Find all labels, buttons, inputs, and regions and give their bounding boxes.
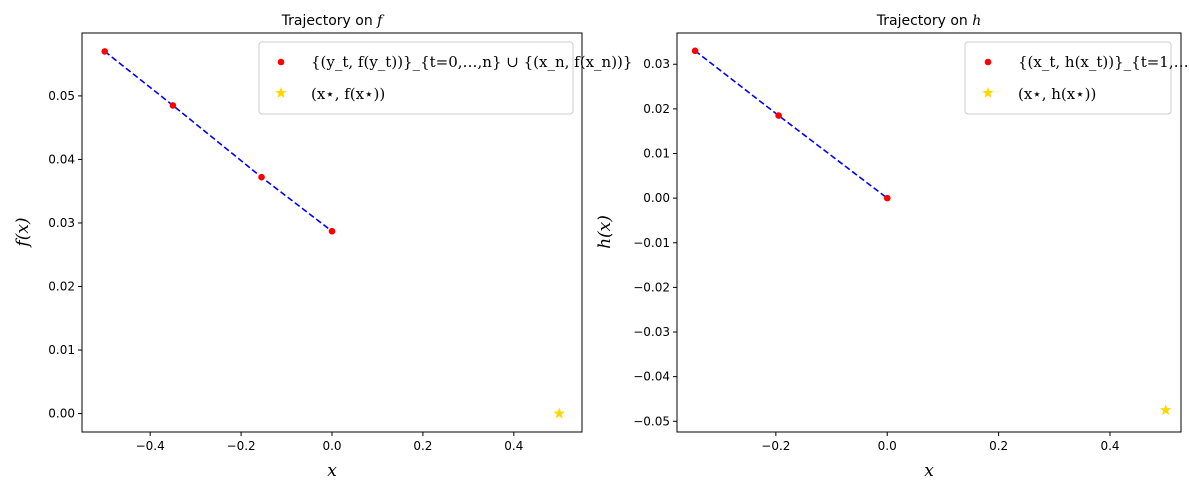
y-tick-label: −0.04	[633, 370, 670, 384]
legend: {(y_t, f(y_t))}_{t=0,…,n} ∪ {(x_n, f(x_n…	[258, 41, 632, 115]
chart-title: Trajectory on h	[876, 13, 982, 29]
y-tick-label: 0.05	[48, 89, 75, 103]
y-tick-label: 0.02	[643, 102, 670, 116]
optimum-star	[553, 407, 565, 419]
chart-panel-h: Trajectory on h −0.2 0.0 0.2 0.4 0.03 0.02 0.0…	[595, 13, 1189, 481]
legend-optimum-star-icon	[275, 87, 287, 98]
y-tick-label: 0.00	[48, 407, 75, 421]
chart-title: Trajectory on f	[281, 13, 385, 29]
y-tick-label: −0.02	[633, 280, 670, 294]
legend-optimum-label: (x⋆, h(x⋆))	[1018, 85, 1096, 103]
y-tick-label: −0.03	[633, 325, 670, 339]
legend-frame	[258, 41, 574, 115]
y-tick-label: 0.03	[643, 57, 670, 71]
y-tick-label: 0.01	[48, 343, 75, 357]
trajectory-line	[694, 50, 888, 199]
y-tick-label: 0.00	[643, 191, 670, 205]
x-tick-label: 0.4	[504, 439, 523, 453]
optimum-star	[1159, 404, 1172, 415]
trajectory-point	[328, 227, 336, 235]
chart-panel-f: Trajectory on f −0.4 −0.2 0.0 0.2 0.4 0.00 0.0…	[13, 13, 632, 481]
axis-ticks: −0.4 −0.2 0.0 0.2 0.4 0.00 0.01 0.02 0.03 0.04 0.0…	[48, 89, 523, 453]
x-tick-label: 0.2	[989, 439, 1008, 453]
y-tick-label: 0.04	[48, 152, 75, 166]
y-tick-label: −0.05	[633, 414, 670, 428]
trajectory-point	[258, 173, 265, 181]
data-marks	[691, 47, 1172, 415]
x-tick-label: 0.4	[1100, 439, 1119, 453]
legend-trajectory-label: {(x_t, h(x_t))}_{t=1,…,n}	[1018, 53, 1189, 71]
x-tick-label: 0.0	[322, 439, 341, 453]
legend-frame	[964, 41, 1172, 115]
trajectory-point	[101, 48, 109, 55]
data-marks	[101, 48, 565, 419]
trajectory-line	[104, 50, 333, 232]
axis-ticks: −0.2 0.0 0.2 0.4 0.03 0.02 0.01 0.00 −0.01 −0.02 −…	[633, 57, 1119, 453]
x-axis-label: x	[924, 461, 934, 481]
x-tick-label: 0.0	[878, 439, 897, 453]
legend-trajectory-marker	[984, 58, 992, 66]
x-tick-label: −0.2	[227, 439, 256, 453]
y-tick-label: 0.02	[48, 280, 75, 294]
x-tick-label: −0.4	[136, 439, 165, 453]
legend-trajectory-label: {(y_t, f(y_t))}_{t=0,…,n} ∪ {(x_n, f(x_n…	[311, 53, 632, 71]
trajectory-point	[775, 112, 782, 119]
trajectory-point	[691, 47, 699, 55]
legend: {(x_t, h(x_t))}_{t=1,…,n} (x⋆, h(x⋆))	[964, 41, 1189, 115]
x-axis-label: x	[327, 461, 337, 481]
trajectory-point	[883, 194, 891, 202]
plot-area	[676, 32, 1182, 433]
y-tick-label: 0.01	[643, 147, 670, 161]
y-tick-label: −0.01	[633, 236, 670, 250]
trajectory-point	[169, 102, 177, 109]
x-tick-label: −0.2	[761, 439, 790, 453]
y-tick-label: 0.03	[48, 216, 75, 230]
x-tick-label: 0.2	[413, 439, 432, 453]
legend-trajectory-marker	[277, 58, 285, 66]
legend-optimum-star-icon	[982, 87, 994, 98]
y-axis-label: f(x)	[13, 217, 33, 248]
legend-optimum-label: (x⋆, f(x⋆))	[311, 85, 385, 103]
y-axis-label: h(x)	[595, 215, 615, 249]
